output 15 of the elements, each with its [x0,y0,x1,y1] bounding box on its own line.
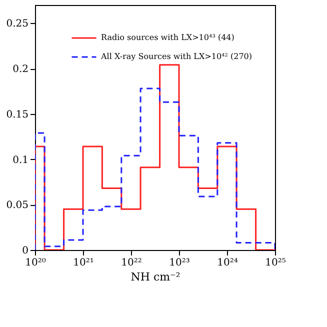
y-tick-label: 0.15 [6,109,28,120]
legend-label: Radio sources with LX>10⁴³ (44) [101,33,234,42]
x-tick-label: 10²² [121,258,142,268]
y-tick-label: 0.1 [12,154,28,166]
legend-label: All X-ray Sources with LX>10⁴² (270) [100,52,252,61]
x-tick-label: 10²⁵ [265,258,286,268]
y-tick-label: 0.2 [12,64,28,76]
x-tick-label: 10²⁰ [25,258,46,268]
y-tick-label: 0 [22,246,28,256]
y-tick-label: 0.25 [6,18,28,30]
x-tick-label: 10²³ [169,258,190,268]
y-tick-label: 0.05 [6,200,28,212]
x-axis-title: NH cm⁻² [130,270,180,284]
x-tick-label: 10²¹ [73,258,94,268]
x-tick-label: 10²⁴ [217,258,238,268]
